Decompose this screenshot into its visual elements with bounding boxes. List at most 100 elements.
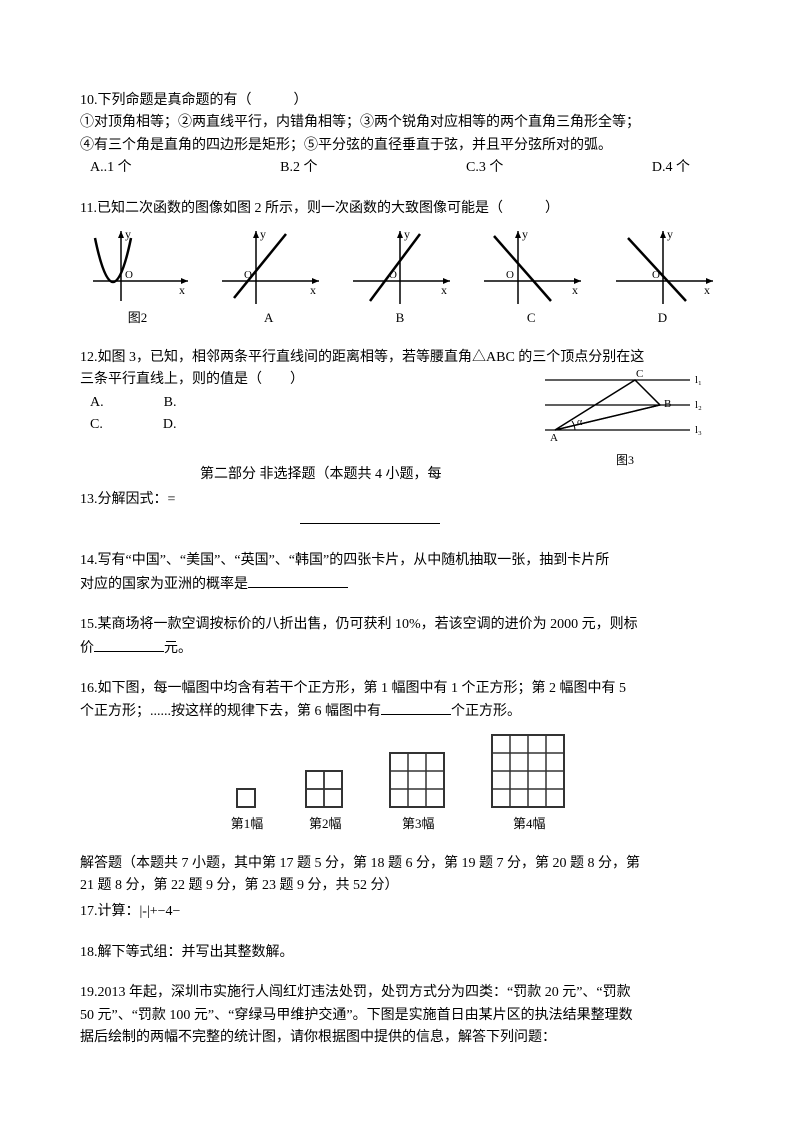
svg-text:x: x [704, 283, 710, 297]
q11-fig2: y O x 图2 [80, 226, 195, 329]
svg-text:B: B [664, 398, 671, 410]
q11-label-a: A [211, 308, 326, 329]
q10-opt-c: C.3 个 [466, 157, 503, 179]
q12-opt-b: B. [164, 392, 177, 414]
q10-line2: ④有三个角是直角的四边形是矩形；⑤平分弦的直径垂直于弦，并且平分弦所对的弧。 [80, 135, 720, 157]
q11-stem: 11.已知二次函数的图像如图 2 所示，则一次函数的大致图像可能是（ ） [80, 198, 720, 220]
q16-label2: 第2幅 [303, 814, 347, 835]
q10-opt-d: D.4 个 [652, 157, 690, 179]
q16-fig2: 第2幅 [303, 768, 347, 835]
grid-4-icon [489, 732, 569, 812]
q16-fig4: 第4幅 [489, 732, 569, 835]
q14-line1: 14.写有“中国”、“美国”、“英国”、“韩国”的四张卡片，从中随机抽取一张，抽… [80, 550, 720, 572]
question-16: 16.如下图，每一幅图中均含有若干个正方形，第 1 幅图中有 1 个正方形；第 … [80, 678, 720, 835]
svg-text:y: y [404, 227, 410, 241]
svg-text:x: x [441, 283, 447, 297]
q12-figure: A B C α l₁ l₂ l₃ 图3 [540, 365, 710, 470]
q10-opt-a: A..1 个 [90, 157, 132, 179]
q12-opt-a: A. [90, 392, 104, 414]
q16-label4: 第4幅 [489, 814, 569, 835]
q15-line2: 价 元。 [80, 637, 720, 660]
q15-post: 元。 [164, 641, 192, 656]
svg-text:l₃: l₃ [695, 424, 702, 436]
svg-text:O: O [244, 269, 252, 281]
q16-line2: 个正方形；......按这样的规律下去，第 6 幅图中有 个正方形。 [80, 700, 720, 723]
q13-text: 13.分解因式：= [80, 492, 175, 507]
q11-label-fig2: 图2 [80, 308, 195, 329]
svg-text:y: y [125, 227, 131, 241]
svg-text:A: A [550, 432, 558, 444]
q16-line1: 16.如下图，每一幅图中均含有若干个正方形，第 1 幅图中有 1 个正方形；第 … [80, 678, 720, 700]
question-11: 11.已知二次函数的图像如图 2 所示，则一次函数的大致图像可能是（ ） y O… [80, 198, 720, 329]
q14-line2: 对应的国家为亚洲的概率是 [80, 573, 720, 596]
q11-opt-a-graph: y O x A [211, 226, 326, 329]
svg-text:l₁: l₁ [695, 374, 702, 386]
q11-opt-c-graph: y O x C [474, 226, 589, 329]
exam-page: 10.下列命题是真命题的有（ ） ①对顶角相等；②两直线平行，内错角相等；③两个… [0, 0, 800, 1127]
q19-line2: 50 元”、“罚款 100 元”、“穿绿马甲维护交通”。下图是实施首日由某片区的… [80, 1005, 720, 1027]
q11-label-d: D [605, 308, 720, 329]
svg-text:y: y [667, 227, 673, 241]
q12-opt-d: D. [163, 414, 177, 436]
line-graph-icon: y O x [476, 226, 586, 306]
q11-opt-b-graph: y O x B [343, 226, 458, 329]
q19-line1: 19.2013 年起，深圳市实施行人闯红灯违法处罚，处罚方式分为四类：“罚款 2… [80, 982, 720, 1004]
question-12: 12.如图 3，已知，相邻两条平行直线间的距离相等，若等腰直角△ABC 的三个顶… [80, 347, 720, 437]
question-19: 19.2013 年起，深圳市实施行人闯红灯违法处罚，处罚方式分为四类：“罚款 2… [80, 982, 720, 1049]
svg-text:x: x [179, 283, 185, 297]
grid-1-icon [234, 786, 260, 812]
q16-blank [381, 700, 451, 715]
question-13: 13.分解因式：= [80, 489, 720, 533]
grid-2-icon [303, 768, 347, 812]
q15-pre: 价 [80, 641, 94, 656]
svg-text:α: α [577, 417, 583, 428]
svg-text:O: O [506, 269, 514, 281]
svg-text:O: O [652, 269, 660, 281]
q11-opt-d-graph: y O x D [605, 226, 720, 329]
q13-blank [300, 509, 440, 524]
svg-text:x: x [310, 283, 316, 297]
solve-line1: 解答题（本题共 7 小题，其中第 17 题 5 分，第 18 题 6 分，第 1… [80, 853, 720, 875]
q16-figures: 第1幅 第2幅 [80, 732, 720, 835]
q12-opt-c: C. [90, 414, 103, 436]
question-14: 14.写有“中国”、“美国”、“英国”、“韩国”的四张卡片，从中随机抽取一张，抽… [80, 550, 720, 596]
q14-blank [248, 573, 348, 588]
svg-text:O: O [125, 269, 133, 281]
line-graph-icon: y O x [345, 226, 455, 306]
q15-line1: 15.某商场将一款空调按标价的八折出售，仍可获利 10%，若该空调的进价为 20… [80, 614, 720, 636]
q10-options: A..1 个 B.2 个 C.3 个 D.4 个 [80, 157, 720, 179]
q14-line2-text: 对应的国家为亚洲的概率是 [80, 577, 248, 592]
question-10: 10.下列命题是真命题的有（ ） ①对顶角相等；②两直线平行，内错角相等；③两个… [80, 90, 720, 180]
q12-fig-label: 图3 [540, 451, 710, 470]
question-17: 17.计算：|-|+−4− [80, 901, 720, 923]
q19-line3: 据后绘制的两幅不完整的统计图，请你根据图中提供的信息，解答下列问题： [80, 1027, 720, 1049]
q16-pre: 个正方形；......按这样的规律下去，第 6 幅图中有 [80, 704, 381, 719]
q11-label-b: B [343, 308, 458, 329]
svg-text:l₂: l₂ [695, 399, 702, 411]
q16-fig1: 第1幅 [231, 786, 264, 835]
question-18: 18.解下等式组：并写出其整数解。 [80, 942, 720, 964]
q11-label-c: C [474, 308, 589, 329]
svg-text:y: y [260, 227, 266, 241]
solve-line2: 21 题 8 分，第 22 题 9 分，第 23 题 9 分，共 52 分） [80, 875, 720, 897]
q10-stem: 10.下列命题是真命题的有（ ） [80, 90, 720, 112]
solve-intro: 解答题（本题共 7 小题，其中第 17 题 5 分，第 18 题 6 分，第 1… [80, 853, 720, 898]
parabola-icon: y O x [83, 226, 193, 306]
q16-post: 个正方形。 [451, 704, 521, 719]
svg-text:O: O [389, 269, 397, 281]
line-graph-icon: y O x [214, 226, 324, 306]
triangle-parallel-lines-icon: A B C α l₁ l₂ l₃ [540, 365, 710, 445]
q15-blank [94, 637, 164, 652]
q10-line1: ①对顶角相等；②两直线平行，内错角相等；③两个锐角对应相等的两个直角三角形全等； [80, 112, 720, 134]
svg-text:x: x [572, 283, 578, 297]
q11-graphs: y O x 图2 y O x A [80, 226, 720, 329]
q16-fig3: 第3幅 [387, 750, 449, 835]
q16-label1: 第1幅 [231, 814, 264, 835]
q16-label3: 第3幅 [387, 814, 449, 835]
grid-3-icon [387, 750, 449, 812]
line-graph-icon: y O x [608, 226, 718, 306]
svg-text:y: y [522, 227, 528, 241]
question-15: 15.某商场将一款空调按标价的八折出售，仍可获利 10%，若该空调的进价为 20… [80, 614, 720, 660]
q10-opt-b: B.2 个 [280, 157, 317, 179]
svg-text:C: C [636, 368, 643, 380]
